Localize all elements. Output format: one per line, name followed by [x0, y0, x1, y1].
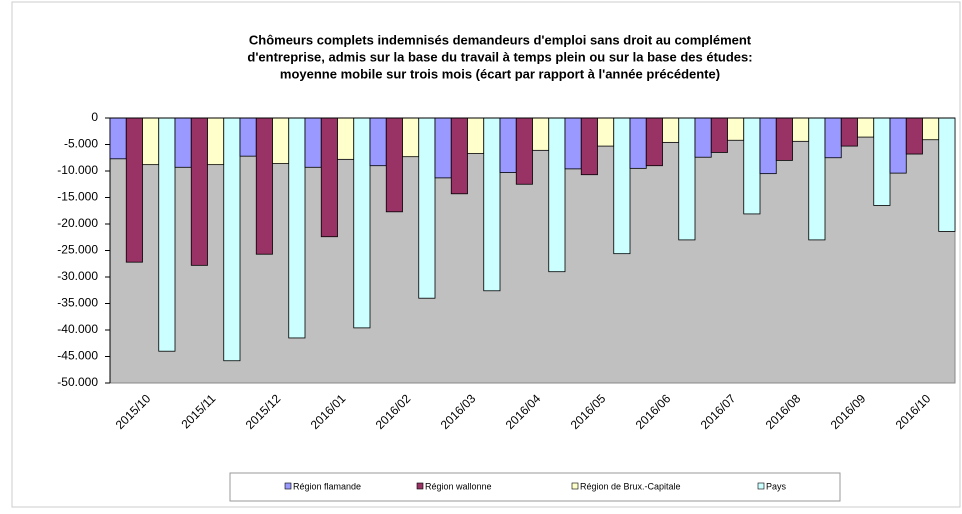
x-tick-label: 2015/11 — [178, 391, 218, 431]
bar — [629, 117, 647, 169]
y-tick-label: -15.000 — [57, 190, 98, 204]
bar — [840, 117, 858, 147]
y-tick-label: -30.000 — [57, 269, 98, 283]
bar — [142, 117, 160, 166]
x-tick-label: 2015/12 — [243, 391, 284, 432]
bar — [288, 117, 306, 339]
bar — [353, 117, 371, 329]
bar — [418, 117, 436, 299]
bar — [467, 117, 485, 154]
bar — [499, 117, 517, 173]
x-tick-label: 2016/05 — [568, 391, 609, 432]
bar — [662, 117, 680, 143]
x-tick-label: 2016/04 — [503, 391, 544, 432]
bar — [385, 117, 403, 213]
bar — [125, 117, 143, 263]
y-tick-label: -35.000 — [57, 296, 98, 310]
bar — [597, 117, 615, 147]
bar — [564, 117, 582, 170]
x-tick-label: 2016/07 — [698, 391, 739, 432]
bar — [532, 117, 550, 151]
legend-swatch — [416, 482, 424, 490]
x-tick-label: 2016/06 — [633, 391, 674, 432]
x-tick-label: 2016/09 — [828, 391, 869, 432]
legend-swatch — [571, 482, 579, 490]
bar — [808, 117, 826, 241]
bar — [272, 117, 290, 164]
chart-title: d'entreprise, admis sur la base du trava… — [247, 49, 752, 64]
legend-box — [229, 472, 841, 502]
bar — [548, 117, 566, 273]
x-tick-label: 2016/01 — [308, 391, 349, 432]
bar — [174, 117, 192, 168]
bar — [905, 117, 923, 155]
x-tick-label: 2016/03 — [438, 391, 479, 432]
chart-title: moyenne mobile sur trois mois (écart par… — [280, 66, 720, 81]
bar — [337, 117, 355, 160]
x-tick-label: 2016/10 — [893, 391, 934, 432]
bar — [223, 117, 241, 362]
bar — [190, 117, 208, 266]
bar — [645, 117, 663, 167]
chart-title: Chômeurs complets indemnisés demandeurs … — [249, 32, 752, 47]
y-tick-label: 0 — [91, 110, 98, 124]
x-tick-label: 2016/02 — [373, 391, 414, 432]
bar — [938, 117, 956, 232]
y-tick-label: -5.000 — [64, 137, 98, 151]
bar — [207, 117, 225, 166]
bar — [369, 117, 387, 167]
bar — [694, 117, 712, 158]
bar — [109, 117, 127, 160]
bar — [450, 117, 468, 195]
bar — [580, 117, 598, 176]
bar — [727, 117, 745, 141]
bar — [824, 117, 842, 159]
bar — [483, 117, 501, 292]
bar — [255, 117, 273, 255]
bar — [792, 117, 810, 142]
legend-label: Région wallonne — [425, 481, 492, 491]
bar — [239, 117, 257, 157]
y-tick-label: -40.000 — [57, 322, 98, 336]
bar — [613, 117, 631, 255]
bar — [402, 117, 420, 158]
bar — [304, 117, 322, 168]
bar — [320, 117, 338, 238]
chart-border — [11, 1, 961, 508]
legend-label: Pays — [766, 481, 787, 491]
bar — [775, 117, 793, 161]
bar — [434, 117, 452, 179]
bar — [743, 117, 761, 215]
legend-swatch — [757, 482, 765, 490]
bar — [678, 117, 696, 241]
bar — [889, 117, 907, 174]
x-tick-label: 2015/10 — [113, 391, 154, 432]
legend-label: Région flamande — [293, 481, 361, 491]
bar — [515, 117, 533, 185]
bar — [759, 117, 777, 175]
bar — [873, 117, 891, 206]
bar — [922, 117, 940, 141]
y-tick-label: -45.000 — [57, 349, 98, 363]
bar — [857, 117, 875, 138]
y-tick-label: -25.000 — [57, 243, 98, 257]
legend-label: Région de Brux.-Capitale — [580, 481, 681, 491]
y-tick-label: -50.000 — [57, 375, 98, 389]
x-tick-label: 2016/08 — [763, 391, 804, 432]
y-tick-label: -10.000 — [57, 163, 98, 177]
y-tick-label: -20.000 — [57, 216, 98, 230]
bar — [158, 117, 176, 352]
legend-swatch — [284, 482, 292, 490]
bar — [710, 117, 728, 153]
